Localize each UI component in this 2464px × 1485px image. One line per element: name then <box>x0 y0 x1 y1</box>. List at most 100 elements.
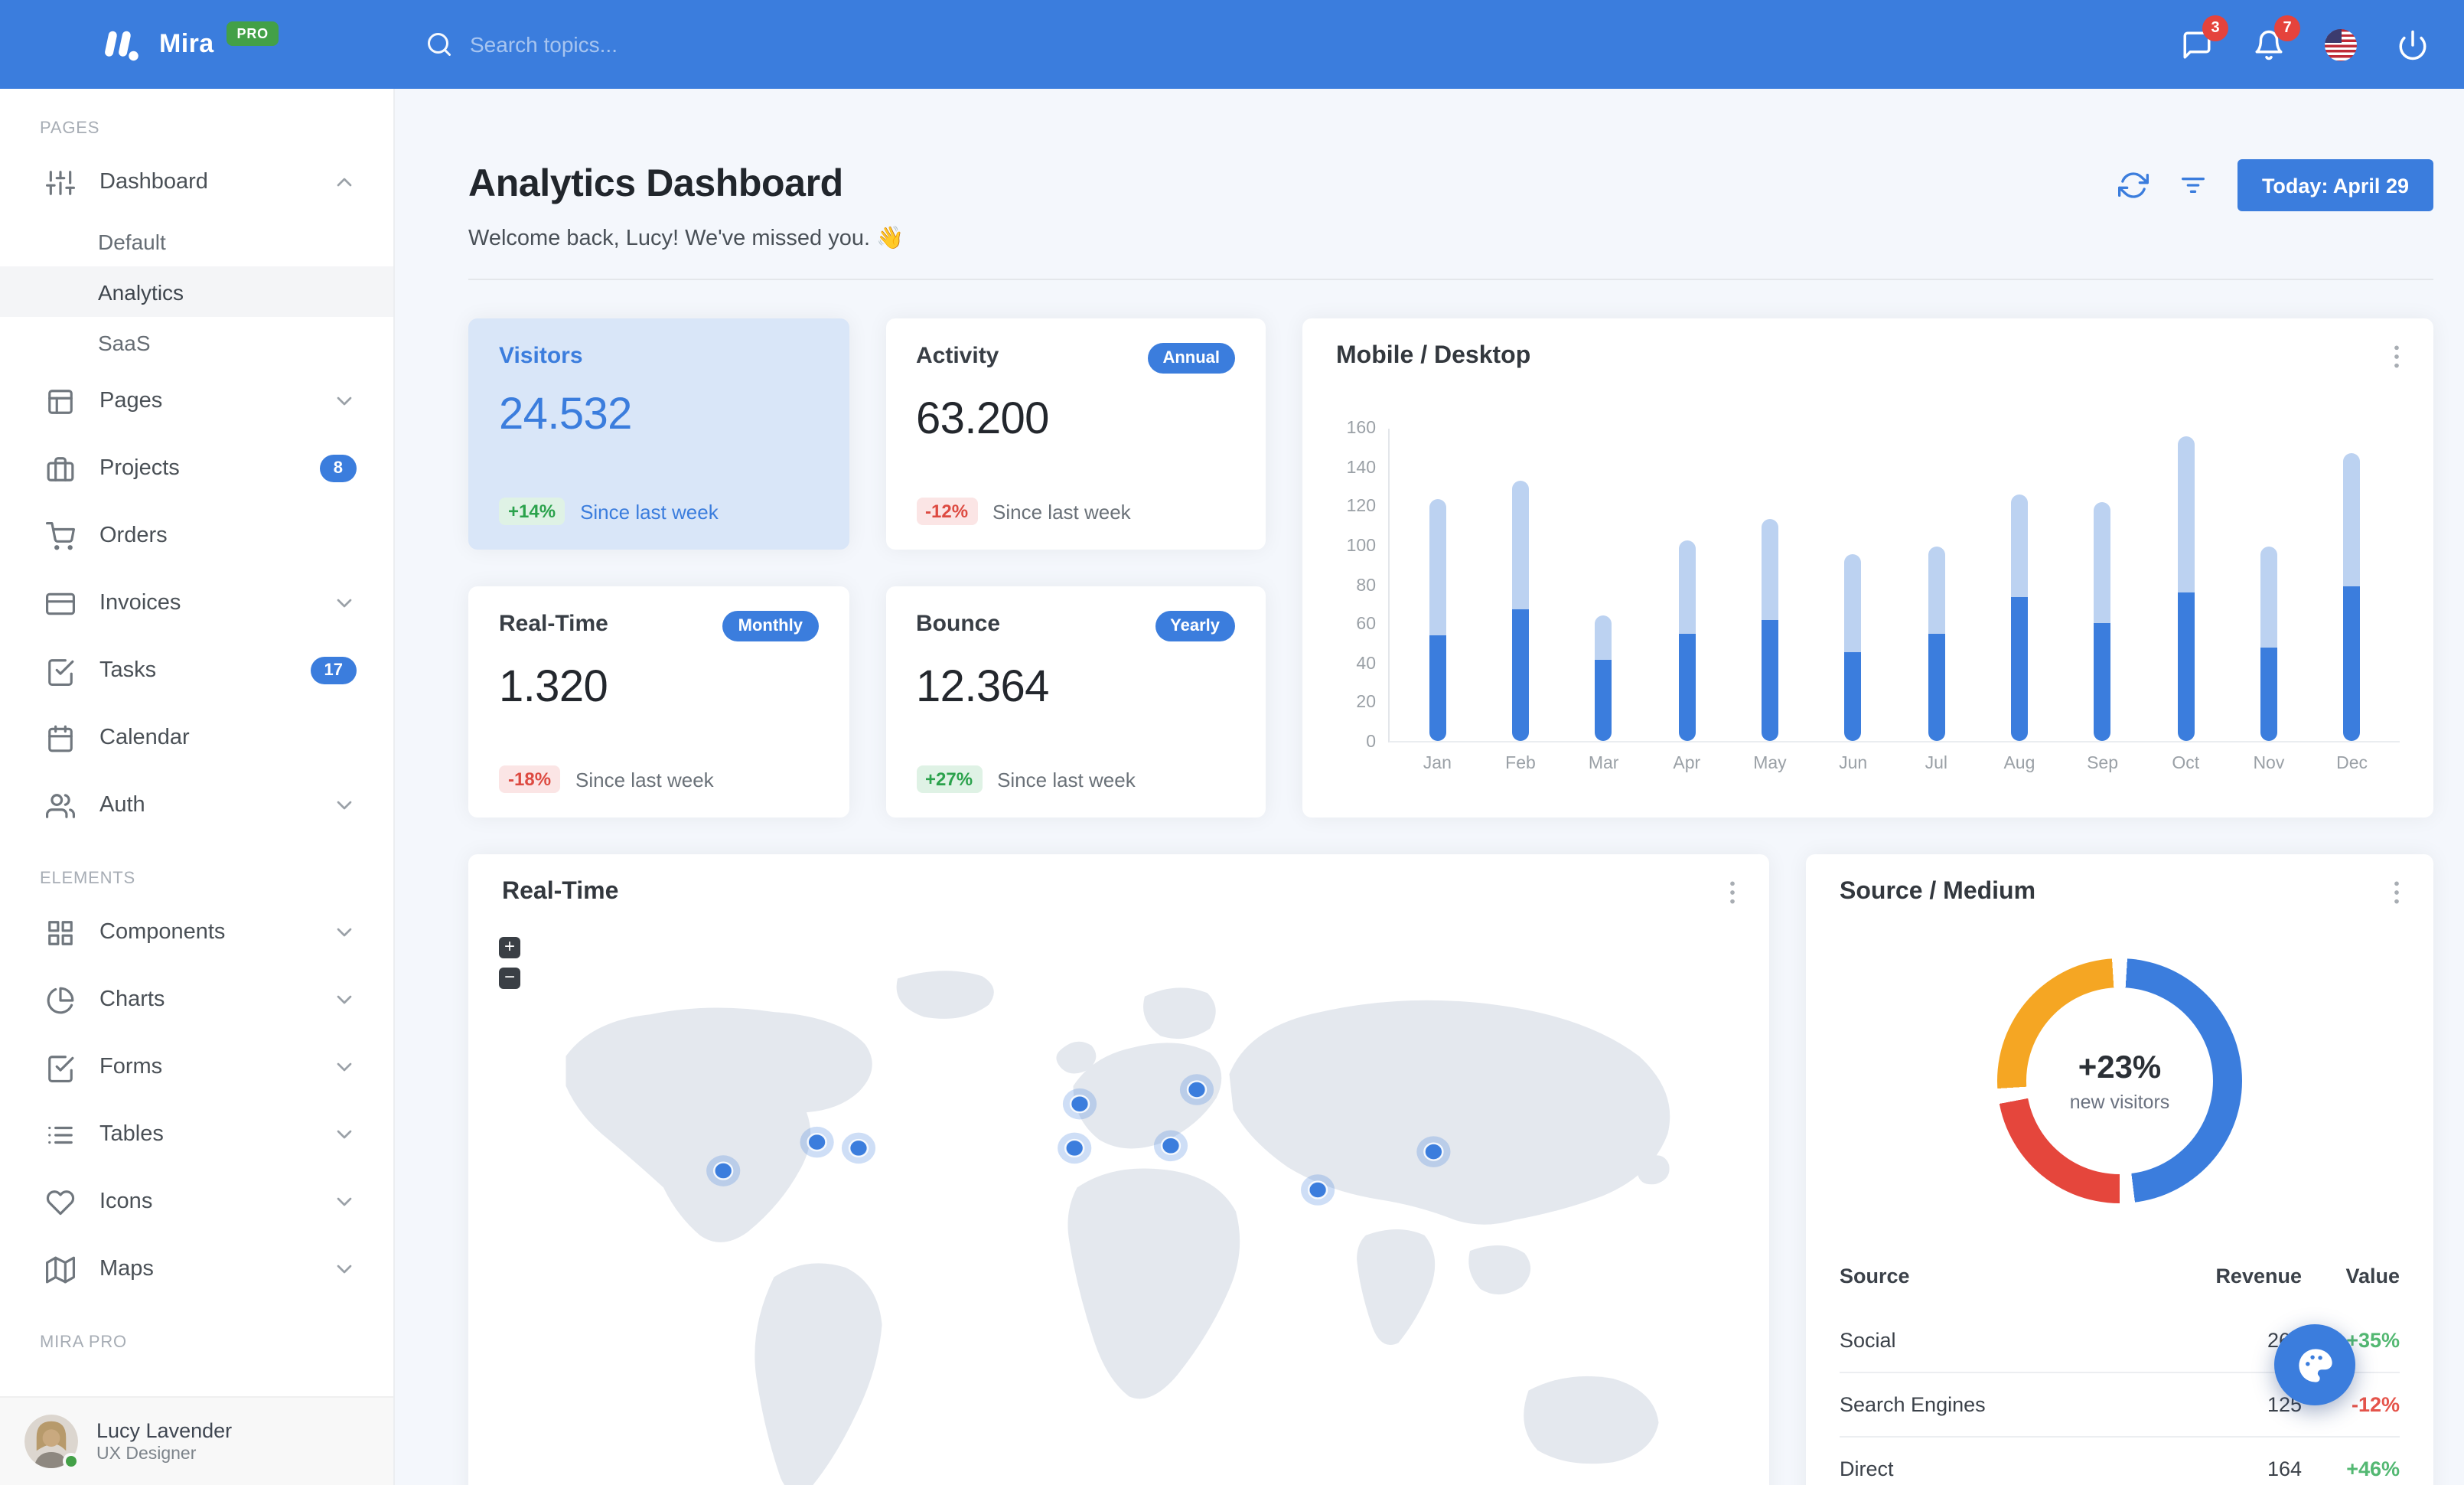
sidebar-item-components[interactable]: Components <box>0 899 393 966</box>
sidebar-section-elements: ELEMENTS <box>40 870 135 888</box>
donut-center-label: +23% new visitors <box>2069 1049 2170 1112</box>
sidebar-subitem-default[interactable]: Default <box>98 229 166 253</box>
stat-delta-badge: +14% <box>499 498 565 525</box>
messages-button[interactable]: 3 <box>2161 12 2233 77</box>
mobile-desktop-chart-card: Mobile / Desktop 0 20 40 60 80 100 120 140 160 <box>1302 318 2433 818</box>
sidebar-item-dashboard[interactable]: Dashboard <box>0 148 393 216</box>
y-tick-label: 80 <box>1356 576 1376 595</box>
pro-badge: PRO <box>226 21 279 46</box>
y-tick-label: 100 <box>1346 537 1376 556</box>
chart-y-axis: 0 20 40 60 80 100 120 140 160 <box>1336 419 1388 752</box>
sidebar-item-label: Orders <box>99 524 168 548</box>
sidebar-user[interactable]: Lucy Lavender UX Designer <box>0 1396 393 1485</box>
stat-card-bounce: Bounce Yearly 12.364 +27% Since last wee… <box>885 586 1266 818</box>
sidebar-item-label: Icons <box>99 1190 153 1214</box>
sidebar-item-invoices[interactable]: Invoices <box>0 570 393 637</box>
stat-title: Activity <box>916 343 999 369</box>
sidebar-item-projects[interactable]: Projects 8 <box>0 435 393 502</box>
more-vertical-icon[interactable] <box>1717 877 1748 908</box>
map-marker[interactable] <box>706 1155 741 1186</box>
sidebar-item-calendar[interactable]: Calendar <box>0 704 393 772</box>
bar-feb <box>1511 480 1529 741</box>
filter-icon[interactable] <box>2178 170 2208 201</box>
theme-palette-fab[interactable] <box>2274 1324 2355 1405</box>
sidebar-item-label: Forms <box>99 1055 163 1079</box>
heart-icon <box>46 1187 75 1216</box>
more-vertical-icon[interactable] <box>2381 877 2412 908</box>
welcome-text: Welcome back, Lucy! We've missed you. 👋 <box>468 227 904 251</box>
refresh-icon[interactable] <box>2117 170 2149 201</box>
sidebar-item-label: Charts <box>99 987 165 1012</box>
zoom-out-button[interactable]: − <box>499 967 520 989</box>
stat-caption: Since last week <box>575 768 714 791</box>
map-marker[interactable] <box>800 1126 834 1158</box>
zoom-in-button[interactable]: + <box>499 936 520 958</box>
map-marker[interactable] <box>1416 1136 1451 1167</box>
map-card-title: Real-Time <box>502 879 619 905</box>
map-marker[interactable] <box>1301 1174 1335 1206</box>
sidebar-item-pages[interactable]: Pages <box>0 367 393 435</box>
cell-revenue: 125 <box>2267 1393 2302 1416</box>
map-marker[interactable] <box>1062 1088 1097 1120</box>
sidebar-item-forms[interactable]: Forms <box>0 1033 393 1101</box>
bar-mar <box>1595 615 1612 741</box>
sidebar-item-maps[interactable]: Maps <box>0 1235 393 1303</box>
y-tick-label: 140 <box>1346 459 1376 478</box>
chevron-up-icon <box>332 170 357 194</box>
stat-period-badge: Monthly <box>722 611 818 641</box>
grid-icon <box>46 918 75 947</box>
sidebar-subitem-analytics[interactable]: Analytics <box>0 266 393 317</box>
more-vertical-icon[interactable] <box>2381 341 2412 372</box>
x-tick-label: Sep <box>2087 755 2119 773</box>
sidebar-section-pages: PAGES <box>40 119 100 138</box>
cell-value: -12% <box>2351 1393 2400 1416</box>
cell-value: +46% <box>2346 1457 2400 1480</box>
map-marker[interactable] <box>1058 1132 1092 1164</box>
search-input[interactable] <box>467 31 803 58</box>
map-marker[interactable] <box>1153 1130 1188 1162</box>
bar-jan <box>1429 499 1446 741</box>
stacked-bar-chart: 0 20 40 60 80 100 120 140 160 <box>1336 419 2400 752</box>
page-title: Analytics Dashboard <box>468 162 843 205</box>
stat-value: 1.320 <box>499 663 608 712</box>
notifications-button[interactable]: 7 <box>2233 12 2305 77</box>
brand[interactable]: Mira PRO <box>0 21 395 65</box>
y-tick-label: 40 <box>1356 654 1376 674</box>
stat-value: 12.364 <box>916 663 1049 712</box>
sidebar-item-icons[interactable]: Icons <box>0 1168 393 1235</box>
chevron-down-icon <box>332 1055 357 1079</box>
source-donut-chart: +23% new visitors <box>1997 958 2242 1203</box>
sidebar-subitem-saas[interactable]: SaaS <box>98 330 151 354</box>
map-marker[interactable] <box>841 1132 876 1164</box>
sidebar-item-tables[interactable]: Tables <box>0 1101 393 1168</box>
bar-jun <box>1844 554 1862 741</box>
navbar-search <box>425 31 803 58</box>
header-divider <box>468 279 2433 280</box>
x-tick-label: Oct <box>2172 755 2200 773</box>
stat-value: 63.200 <box>916 395 1049 444</box>
stat-value: 24.532 <box>499 390 632 439</box>
sidebar-item-auth[interactable]: Auth <box>0 772 393 839</box>
bar-may <box>1761 519 1778 741</box>
chart-x-axis: Jan Feb Mar Apr May Jun Jul Aug Sep Oct Nov Dec <box>1390 755 2400 773</box>
sidebar-item-charts[interactable]: Charts <box>0 966 393 1033</box>
map-marker[interactable] <box>1179 1074 1214 1105</box>
x-tick-label: Jul <box>1925 755 1947 773</box>
stat-caption: Since last week <box>992 500 1131 523</box>
stat-card-grid: Visitors 24.532 +14% Since last week Act… <box>468 318 1266 818</box>
sidebar-item-orders[interactable]: Orders <box>0 502 393 570</box>
check-square-icon <box>46 656 75 685</box>
today-button[interactable]: Today: April 29 <box>2237 159 2433 211</box>
sidebar-item-label: Components <box>99 920 226 945</box>
palette-icon <box>2295 1345 2335 1385</box>
sidebar-item-label: Tables <box>99 1122 164 1147</box>
logout-button[interactable] <box>2377 12 2449 77</box>
sidebar-item-tasks[interactable]: Tasks 17 <box>0 637 393 704</box>
search-icon <box>425 31 453 58</box>
language-button[interactable] <box>2305 12 2377 77</box>
chevron-down-icon <box>332 920 357 945</box>
chevron-down-icon <box>332 1190 357 1214</box>
stat-card-real-time: Real-Time Monthly 1.320 -18% Since last … <box>468 586 849 818</box>
bar-nov <box>2260 547 2277 741</box>
